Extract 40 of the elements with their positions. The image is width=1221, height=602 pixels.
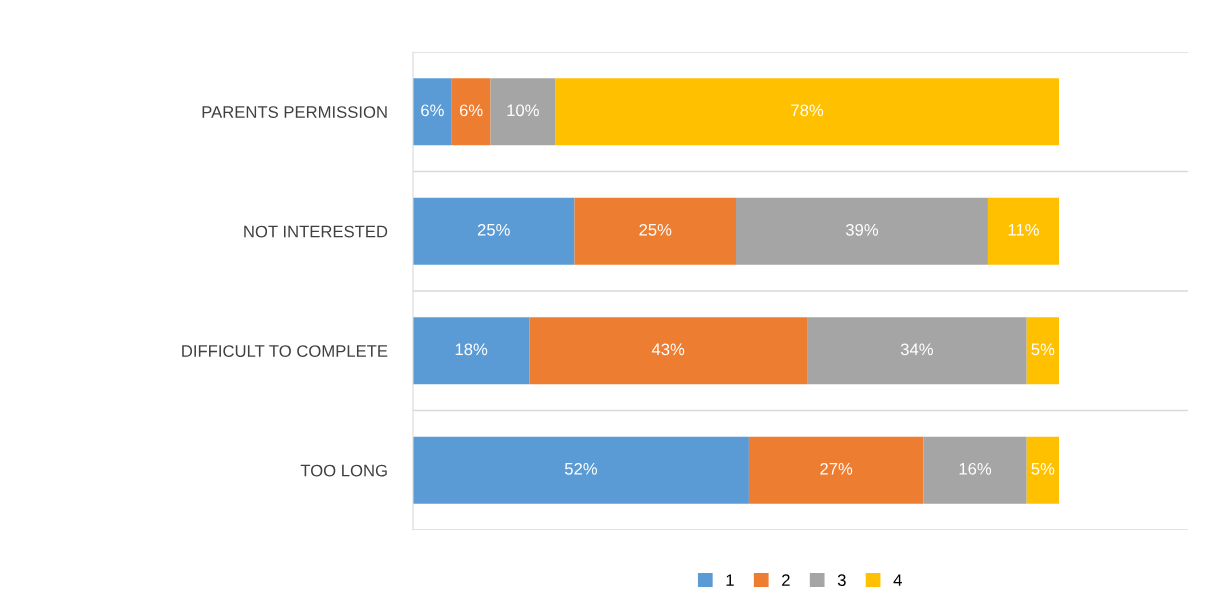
y-tick-label: NOT INTERESTED	[244, 225, 388, 238]
data-label: 11%	[1008, 223, 1039, 236]
bar	[748, 436, 924, 504]
bar	[736, 197, 988, 265]
data-label: 6%	[459, 104, 483, 117]
legend-label: 1	[726, 574, 734, 586]
bar	[529, 317, 808, 385]
data-label: 5%	[1031, 343, 1055, 356]
bar	[451, 78, 491, 146]
legend-label: 2	[782, 574, 790, 586]
data-label: 27%	[820, 462, 853, 475]
bar	[574, 197, 736, 265]
data-label: 78%	[791, 104, 824, 117]
bar	[923, 436, 1027, 504]
data-label: 25%	[639, 223, 672, 236]
bar	[807, 317, 1027, 385]
bar	[413, 197, 575, 265]
bar	[413, 436, 749, 504]
bar	[1026, 436, 1059, 504]
y-tick-label: DIFFICULT TO COMPLETE	[182, 345, 388, 357]
bar	[1026, 317, 1059, 385]
data-label: 34%	[900, 343, 933, 356]
data-label: 5%	[1031, 462, 1055, 475]
data-label: 39%	[845, 223, 879, 236]
data-label: 16%	[959, 462, 992, 475]
bar	[490, 78, 556, 146]
legend-label: 4	[893, 574, 902, 586]
legend-label: 3	[837, 574, 846, 587]
data-label: 25%	[477, 223, 510, 236]
data-label: 18%	[455, 343, 488, 356]
data-label: 52%	[564, 462, 598, 475]
data-label: 10%	[507, 104, 539, 117]
y-tick-label: PARENTS PERMISSION	[202, 106, 387, 118]
data-label: 6%	[421, 104, 444, 117]
y-tick-label: TOO LONG	[300, 464, 387, 477]
bar	[555, 78, 1059, 146]
bar	[987, 197, 1059, 265]
data-label: 43%	[651, 343, 685, 356]
bar	[413, 78, 452, 146]
bar	[413, 317, 530, 385]
